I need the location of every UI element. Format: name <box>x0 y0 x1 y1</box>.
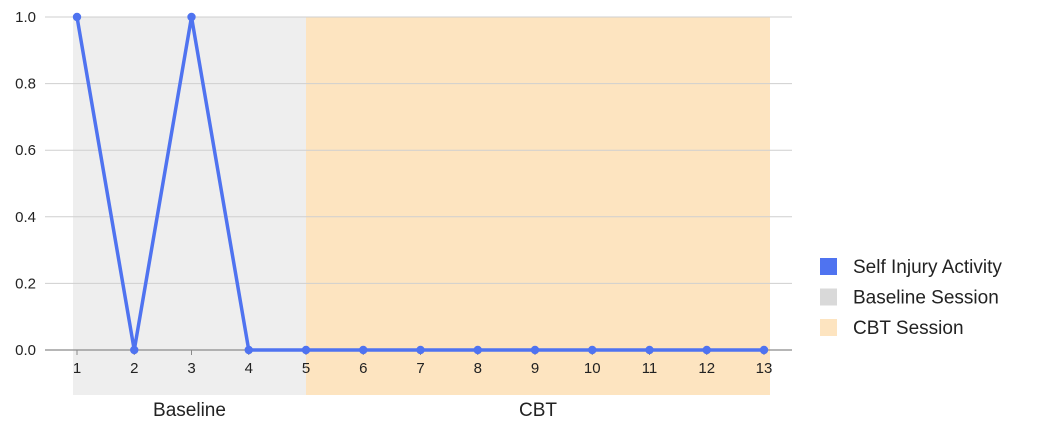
x-tick-label: 7 <box>416 360 424 377</box>
x-tick-label: 6 <box>359 360 367 377</box>
data-point <box>244 345 253 355</box>
y-tick-label: 1.0 <box>15 9 36 26</box>
y-tick-label: 0.6 <box>15 142 36 159</box>
y-tick-label: 0.8 <box>15 76 36 93</box>
data-point <box>301 345 311 355</box>
phase-band-baseline <box>73 17 306 395</box>
phase-label-cbt: CBT <box>519 400 557 421</box>
y-axis-ticks: 0.0 0.2 0.4 0.6 0.8 1.0 <box>15 9 36 359</box>
y-tick-label: 0.0 <box>15 342 36 359</box>
x-tick-label: 12 <box>698 360 715 377</box>
x-tick-label: 9 <box>531 360 539 377</box>
x-axis-ticks: 1 2 3 4 5 6 7 8 9 10 11 12 13 <box>73 350 773 377</box>
data-point <box>416 345 425 355</box>
phase-backgrounds <box>73 17 770 395</box>
x-tick-label: 8 <box>474 360 482 377</box>
y-tick-label: 0.2 <box>15 275 36 292</box>
x-tick-label: 10 <box>584 360 601 377</box>
x-tick-label: 1 <box>73 360 81 377</box>
data-point <box>130 345 139 355</box>
data-point <box>72 12 82 22</box>
legend-label: Baseline Session <box>853 288 999 309</box>
phase-band-cbt <box>306 17 770 395</box>
x-tick-label: 13 <box>756 360 773 377</box>
legend-swatch <box>820 258 837 275</box>
series <box>72 12 769 355</box>
data-point <box>530 345 540 355</box>
legend-label: Self Injury Activity <box>853 257 1002 278</box>
data-point <box>759 345 769 355</box>
legend-swatch <box>820 319 837 336</box>
data-point <box>588 345 597 355</box>
x-tick-label: 3 <box>187 360 195 377</box>
data-point <box>359 345 368 355</box>
x-tick-label: 5 <box>302 360 310 377</box>
phase-labels: Baseline CBT <box>153 400 557 421</box>
data-point <box>702 345 711 355</box>
legend-swatch <box>820 288 837 306</box>
legend: Self Injury Activity Baseline Session CBT … <box>820 257 1002 339</box>
legend-label: CBT Session <box>853 318 964 339</box>
phase-label-baseline: Baseline <box>153 400 226 421</box>
data-point <box>187 12 196 22</box>
x-tick-label: 11 <box>642 360 658 377</box>
data-point <box>645 345 654 355</box>
data-point <box>473 345 482 355</box>
x-tick-label: 2 <box>130 360 138 377</box>
y-tick-label: 0.4 <box>15 209 36 226</box>
x-tick-label: 4 <box>245 360 253 377</box>
